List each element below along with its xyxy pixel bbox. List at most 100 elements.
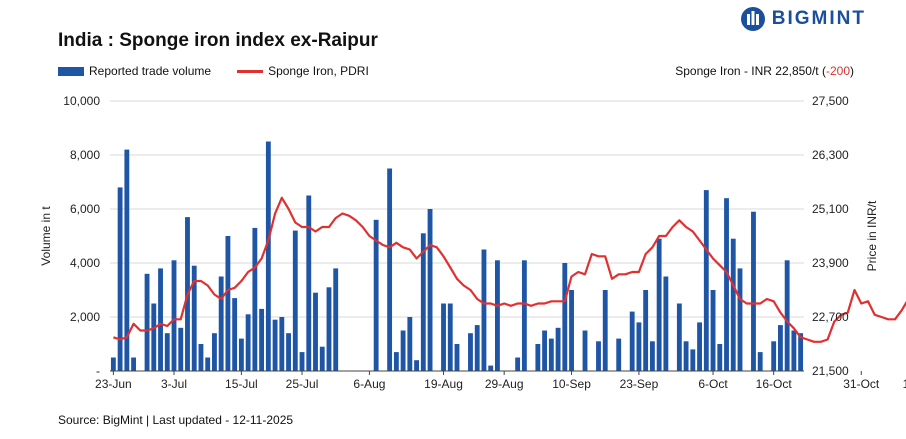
y-tick-label: 4,000 (70, 256, 100, 270)
y2-tick-label: 23,900 (812, 256, 849, 270)
x-tick-label: 12-Nov (903, 377, 906, 391)
volume-bar (555, 327, 561, 371)
volume-bar (117, 187, 123, 371)
volume-bar (407, 317, 413, 371)
volume-bar (643, 290, 649, 371)
y-tick-label: 10,000 (63, 94, 100, 108)
y2-tick-label: 22,700 (812, 310, 849, 324)
volume-bar (131, 357, 137, 371)
volume-bar (521, 260, 527, 371)
x-tick-label: 16-Oct (756, 377, 793, 391)
legend-label-volume: Reported trade volume (89, 64, 212, 78)
volume-bar (683, 341, 689, 371)
volume-bar (649, 341, 655, 371)
volume-bar (326, 287, 332, 371)
volume-bar (724, 198, 729, 371)
volume-bar (151, 303, 157, 371)
x-tick-label: 29-Aug (485, 377, 524, 391)
volume-bar (515, 357, 521, 371)
volume-bar (602, 290, 608, 371)
volume-bar (272, 319, 278, 371)
y2-tick-label: 26,300 (812, 148, 849, 162)
x-tick-label: 23-Jun (95, 377, 132, 391)
volume-bar (225, 236, 231, 371)
volume-bar (373, 219, 379, 371)
volume-bar (535, 344, 541, 371)
volume-bar (333, 268, 339, 371)
volume-bar (495, 260, 500, 371)
volume-bar (676, 303, 682, 371)
volume-bar (596, 341, 601, 371)
legend-swatch-volume (58, 66, 84, 76)
x-tick-label: 23-Sep (620, 377, 659, 391)
volume-bar (232, 298, 238, 371)
x-tick-label: 10-Sep (552, 377, 591, 391)
y2-axis-title: Price in INR/t (865, 200, 879, 271)
volume-bar (447, 303, 453, 371)
x-tick-label: 31-Oct (843, 377, 880, 391)
source-note: Source: BigMint | Last updated - 12-11-2… (58, 413, 294, 427)
volume-bar (387, 168, 393, 371)
y-tick-label: 2,000 (70, 310, 100, 324)
volume-bar (690, 349, 696, 371)
volume-bar (629, 311, 635, 371)
volume-bars (110, 141, 804, 371)
volume-bar (414, 360, 419, 371)
y2-tick-label: 21,500 (812, 364, 849, 378)
volume-bar (279, 317, 285, 371)
volume-bar (697, 322, 702, 371)
price-line (113, 196, 906, 343)
volume-bar (420, 233, 426, 371)
chart-legend: Reported trade volume Sponge Iron, PDRI (58, 64, 395, 78)
volume-bar (717, 344, 723, 371)
price-note: Sponge Iron - INR 22,850/t (-200) (675, 64, 854, 78)
volume-bar (319, 346, 325, 371)
bigmint-logo-icon (740, 7, 765, 31)
volume-bar (468, 333, 473, 371)
x-tick-label: 3-Jul (161, 377, 187, 391)
volume-bar (777, 325, 783, 371)
logo-text: BIGMINT (771, 8, 866, 29)
volume-bar (212, 333, 217, 371)
volume-bar (488, 365, 494, 371)
volume-bar (582, 330, 588, 371)
volume-bar (110, 357, 116, 371)
legend-swatch-price (237, 69, 264, 73)
price-change: -200 (825, 64, 850, 78)
y-tick-label: 6,000 (70, 202, 100, 216)
volume-bar (286, 333, 291, 371)
x-tick-label: 6-Aug (353, 377, 385, 391)
x-tick-label: 6-Oct (698, 377, 728, 391)
volume-bar (454, 344, 460, 371)
x-tick-label: 15-Jul (225, 377, 258, 391)
volume-bar (548, 338, 554, 371)
price-note-prefix: Sponge Iron - INR 22,850/t ( (675, 64, 826, 78)
x-tick-label: 25-Jul (286, 377, 319, 391)
volume-bar (245, 314, 251, 371)
volume-bar (205, 357, 211, 371)
volume-bar (562, 263, 568, 371)
volume-bar (542, 330, 548, 371)
volume-bar (299, 352, 305, 371)
volume-bar (259, 308, 265, 371)
y2-tick-label: 27,500 (812, 94, 849, 108)
volume-bar (636, 322, 642, 371)
volume-bar (292, 230, 298, 371)
volume-bar (252, 227, 258, 371)
volume-bar (158, 268, 163, 371)
y-tick-label: 8,000 (70, 148, 100, 162)
volume-bar (265, 141, 271, 371)
volume-bar (757, 352, 763, 371)
volume-bar (441, 303, 446, 371)
volume-bar (751, 211, 756, 371)
y-tick-label: - (96, 364, 100, 378)
volume-bar (730, 238, 736, 371)
legend-item-price: Sponge Iron, PDRI (237, 64, 369, 78)
volume-bar (771, 341, 777, 371)
chart-title: India : Sponge iron index ex-Raipur (58, 30, 378, 51)
volume-bar (144, 273, 150, 371)
volume-bar (737, 268, 743, 371)
volume-bar (313, 292, 318, 371)
volume-bar (569, 290, 574, 371)
